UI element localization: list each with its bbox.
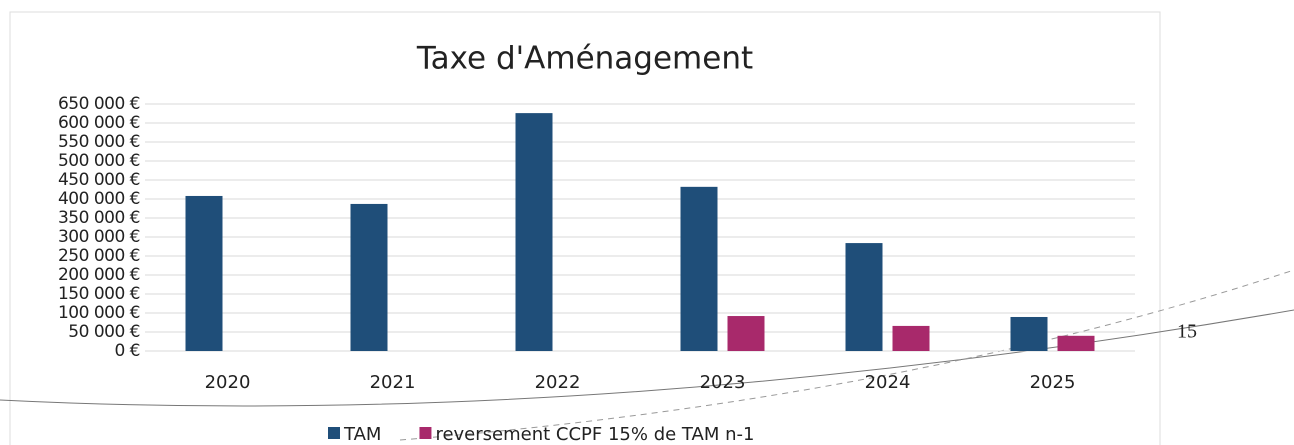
y-tick-label: 650 000 € xyxy=(58,94,140,114)
x-tick-label: 2022 xyxy=(535,372,581,393)
page-number: 15 xyxy=(1177,321,1197,343)
chart-frame xyxy=(9,11,1161,445)
legend-swatch xyxy=(328,427,340,439)
x-tick-label: 2020 xyxy=(205,372,251,393)
y-tick-label: 150 000 € xyxy=(58,284,140,304)
y-tick-label: 450 000 € xyxy=(58,170,140,190)
bar xyxy=(1010,316,1048,351)
y-tick-label: 0 € xyxy=(114,341,140,361)
bar xyxy=(680,186,718,351)
bar xyxy=(1057,335,1095,351)
bar xyxy=(515,113,553,352)
chart-title: Taxe d'Aménagement xyxy=(416,41,753,77)
y-tick-label: 50 000 € xyxy=(68,322,140,342)
bar xyxy=(892,325,930,351)
scan-curve-dashed xyxy=(399,269,1294,441)
y-tick-label: 100 000 € xyxy=(58,303,140,323)
y-tick-label: 350 000 € xyxy=(58,208,140,228)
legend-label: reversement CCPF 15% de TAM n-1 xyxy=(435,424,754,445)
y-tick-label: 300 000 € xyxy=(58,227,140,247)
bar xyxy=(185,195,223,351)
x-tick-label: 2024 xyxy=(865,372,911,393)
x-tick-label: 2021 xyxy=(370,372,416,393)
bar xyxy=(845,243,883,351)
x-tick-label: 2023 xyxy=(700,372,746,393)
x-tick-label: 2025 xyxy=(1030,372,1076,393)
bar xyxy=(350,203,388,351)
bar xyxy=(727,316,765,351)
legend-label: TAM xyxy=(343,424,381,445)
y-tick-label: 400 000 € xyxy=(58,189,140,209)
y-tick-label: 550 000 € xyxy=(58,132,140,152)
y-tick-label: 200 000 € xyxy=(58,265,140,285)
y-tick-label: 500 000 € xyxy=(58,151,140,171)
y-tick-label: 600 000 € xyxy=(58,113,140,133)
legend-swatch xyxy=(419,427,432,439)
y-tick-label: 250 000 € xyxy=(58,246,140,266)
